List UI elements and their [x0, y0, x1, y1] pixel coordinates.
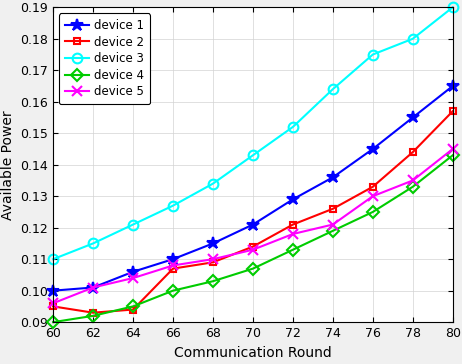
device 2: [410, 150, 416, 154]
device 1: [370, 147, 376, 151]
device 4: [370, 210, 376, 214]
device 2: [250, 244, 256, 249]
device 1: [170, 257, 176, 261]
device 2: [450, 109, 456, 113]
device 1: [50, 288, 56, 293]
device 2: [50, 304, 56, 309]
device 3: [410, 36, 416, 41]
Y-axis label: Available Power: Available Power: [1, 110, 15, 219]
device 5: [370, 194, 376, 198]
device 4: [210, 279, 216, 284]
device 4: [91, 314, 96, 318]
device 2: [91, 310, 96, 315]
device 5: [130, 276, 136, 280]
device 4: [170, 288, 176, 293]
device 1: [450, 84, 456, 88]
device 3: [450, 5, 456, 9]
device 1: [290, 197, 296, 202]
device 2: [130, 307, 136, 312]
device 3: [170, 203, 176, 208]
Line: device 1: device 1: [47, 80, 459, 297]
device 5: [50, 301, 56, 305]
device 2: [290, 222, 296, 227]
device 5: [450, 147, 456, 151]
device 2: [210, 260, 216, 265]
device 3: [210, 181, 216, 186]
device 5: [410, 178, 416, 183]
device 5: [170, 263, 176, 268]
device 1: [330, 175, 336, 179]
device 5: [250, 248, 256, 252]
device 3: [50, 257, 56, 261]
device 1: [410, 115, 416, 120]
device 2: [370, 185, 376, 189]
device 5: [91, 285, 96, 290]
Line: device 4: device 4: [49, 151, 457, 326]
device 4: [250, 266, 256, 271]
device 4: [330, 229, 336, 233]
device 4: [130, 304, 136, 309]
device 3: [91, 241, 96, 246]
device 3: [330, 87, 336, 91]
device 5: [210, 257, 216, 261]
device 4: [50, 320, 56, 324]
device 1: [250, 222, 256, 227]
device 4: [410, 185, 416, 189]
X-axis label: Communication Round: Communication Round: [174, 345, 332, 360]
device 5: [330, 222, 336, 227]
device 1: [210, 241, 216, 246]
device 3: [290, 125, 296, 129]
device 1: [91, 285, 96, 290]
device 5: [290, 232, 296, 236]
device 2: [330, 207, 336, 211]
Line: device 2: device 2: [49, 108, 456, 316]
Line: device 3: device 3: [48, 3, 458, 264]
device 4: [290, 248, 296, 252]
device 1: [130, 270, 136, 274]
Legend: device 1, device 2, device 3, device 4, device 5: device 1, device 2, device 3, device 4, …: [59, 13, 150, 104]
device 3: [370, 52, 376, 57]
device 4: [450, 153, 456, 158]
device 2: [170, 266, 176, 271]
device 3: [130, 222, 136, 227]
Line: device 5: device 5: [48, 144, 458, 308]
device 3: [250, 153, 256, 158]
